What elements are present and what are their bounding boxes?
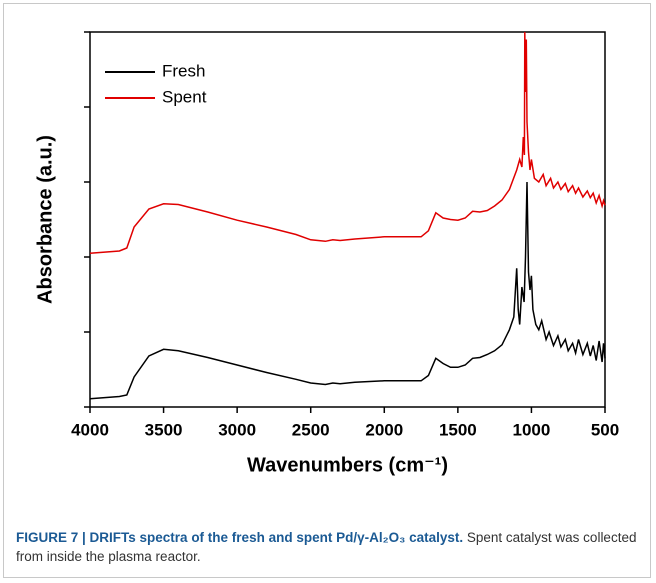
- y-axis-label: Absorbance (a.u.): [34, 135, 56, 304]
- x-tick-label: 500: [591, 420, 619, 439]
- caption-title: FIGURE 7 | DRIFTs spectra of the fresh a…: [16, 530, 464, 545]
- caption: FIGURE 7 | DRIFTs spectra of the fresh a…: [16, 528, 646, 566]
- plot-frame: [89, 31, 606, 408]
- legend-label: Spent: [162, 87, 207, 106]
- legend-label: Fresh: [162, 61, 205, 80]
- x-tick-label: 1500: [439, 420, 477, 439]
- spectrum-line: [89, 181, 606, 400]
- x-tick-label: 3000: [218, 420, 256, 439]
- x-axis-label: Wavenumbers (cm⁻¹): [247, 454, 448, 476]
- x-tick-label: 3500: [145, 420, 183, 439]
- x-tick-label: 2000: [365, 420, 403, 439]
- caption-text: Spent catalyst was collected from inside…: [16, 530, 637, 564]
- x-tick-label: 4000: [71, 420, 109, 439]
- figure-frame: [3, 3, 651, 578]
- spectrum-line: [89, 31, 606, 255]
- chart: 4000 3500 3000 2500 2000 1500 1000 500 Wavenumbe…: [34, 31, 619, 476]
- x-tick-label: 1000: [513, 420, 551, 439]
- x-tick-label: 2500: [292, 420, 330, 439]
